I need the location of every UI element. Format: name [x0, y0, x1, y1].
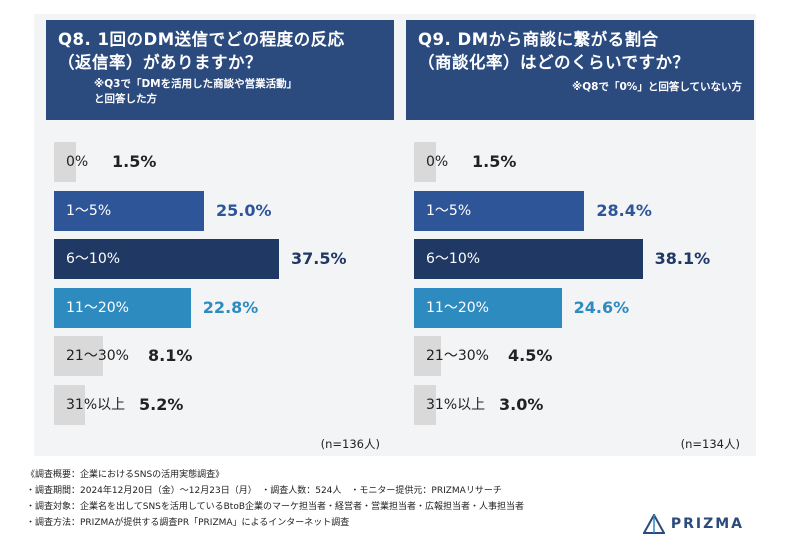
q8-bar-chart: 0% 1.5% 1〜5% 25.0% 6〜10% 37.5% 11〜20% 22.8% 21〜3… [54, 142, 384, 432]
q8-category-label: 6〜10% [66, 251, 121, 267]
q9-bar [414, 239, 643, 279]
q9-sample-size: (n=134人) [680, 437, 740, 451]
q8-category-label: 31%以上 [66, 396, 126, 413]
q8-bar-row: 6〜10% 37.5% [54, 239, 384, 279]
q9-bar-row: 6〜10% 38.1% [414, 239, 744, 279]
q9-bar [414, 142, 436, 182]
q9-bar-row: 31%以上 3.0% [414, 384, 744, 425]
q8-value-label: 25.0% [216, 200, 272, 220]
q8-title-line2: （返信率）がありますか？ [58, 53, 262, 72]
survey-target: ・調査対象：企業名を出してSNSを活用しているBtoB企業のマーケ担当者・経営者… [26, 502, 525, 512]
q9-title-line2: （商談化率）はどのくらいですか？ [418, 53, 690, 72]
q9-bar-row: 21〜30% 4.5% [414, 336, 744, 376]
prizma-logo-text: PRIZMA [670, 516, 744, 532]
q9-value-label: 24.6% [573, 297, 630, 317]
survey-period: ・調査期間：2024年12月20日（金）〜12月23日（月） ・調査人数：524… [26, 486, 502, 496]
q9-bar-row: 1〜5% 28.4% [414, 190, 744, 231]
q8-category-label: 11〜20% [66, 299, 129, 316]
q8-bar-row: 0% 1.5% [54, 142, 384, 182]
q9-category-label: 1〜5% [426, 202, 472, 219]
q8-category-label: 0% [66, 154, 89, 170]
q8-category-label: 1〜5% [66, 202, 112, 219]
q9-category-label: 11〜20% [426, 299, 489, 316]
q9-category-label: 0% [426, 154, 449, 170]
q8-bar-row: 31%以上 5.2% [54, 384, 384, 425]
prizma-logo-icon [642, 514, 665, 534]
q9-value-label: 4.5% [508, 346, 553, 365]
q9-bar [414, 384, 436, 425]
q8-note: ※Q3で「DMを活用した商談や営業活動」 と回答した方 [58, 77, 382, 107]
q9-value-label: 3.0% [499, 394, 544, 414]
q9-bar [414, 190, 585, 231]
q9-bar [414, 287, 562, 328]
q9-value-label: 38.1% [654, 249, 711, 268]
q8-bar-row: 11〜20% 22.8% [54, 287, 384, 328]
q9-panel: Q9. DMから商談に繋がる割合 （商談化率）はどのくらいですか？ ※Q8で「0… [394, 14, 756, 456]
q8-bar [54, 336, 103, 376]
q8-bar [54, 190, 204, 231]
q8-title-line1: Q8. 1回のDM送信でどの程度の反応 [58, 30, 345, 49]
q9-bar-chart: 0% 1.5% 1〜5% 28.4% 6〜10% 38.1% 11〜20% 24.6% 21〜3… [414, 142, 744, 432]
q9-value-label: 1.5% [472, 152, 517, 171]
q9-category-label: 21〜30% [426, 348, 489, 364]
q8-header: Q8. 1回のDM送信でどの程度の反応 （返信率）がありますか？ ※Q3で「DM… [46, 20, 394, 120]
q8-value-label: 8.1% [148, 346, 193, 365]
q8-value-label: 5.2% [139, 394, 184, 414]
q8-sample-size: (n=136人) [320, 437, 380, 451]
q9-title-line1: Q9. DMから商談に繋がる割合 [418, 30, 659, 49]
q8-bar-row: 21〜30% 8.1% [54, 336, 384, 376]
q8-bar [54, 239, 279, 279]
q9-note: ※Q8で「0%」と回答していない方 [418, 80, 742, 95]
q9-bar [414, 336, 441, 376]
survey-method: ・調査方法：PRIZMAが提供する調査PR「PRIZMA」によるインターネット調… [26, 518, 350, 528]
q9-bar-row: 11〜20% 24.6% [414, 287, 744, 328]
q8-note-line2: と回答した方 [94, 93, 157, 105]
q9-bar-row: 0% 1.5% [414, 142, 744, 182]
q8-panel: Q8. 1回のDM送信でどの程度の反応 （返信率）がありますか？ ※Q3で「DM… [34, 14, 396, 456]
q8-value-label: 1.5% [112, 152, 157, 171]
q8-bar [54, 384, 86, 425]
q8-value-label: 37.5% [291, 249, 347, 268]
q8-note-line1: ※Q3で「DMを活用した商談や営業活動」 [94, 78, 298, 90]
q8-category-label: 21〜30% [66, 348, 129, 364]
q9-header: Q9. DMから商談に繋がる割合 （商談化率）はどのくらいですか？ ※Q8で「0… [406, 20, 754, 120]
q8-bar [54, 142, 76, 182]
q9-note-line1: ※Q8で「0%」と回答していない方 [572, 81, 742, 93]
q9-category-label: 6〜10% [426, 251, 481, 267]
prizma-logo: PRIZMA [642, 514, 744, 534]
q8-bar [54, 287, 191, 328]
survey-summary: 《調査概要：企業におけるSNSの活用実態調査》 ・調査期間：2024年12月20… [26, 467, 626, 531]
q9-category-label: 31%以上 [426, 396, 486, 413]
q8-value-label: 22.8% [202, 297, 259, 317]
q8-bar-row: 1〜5% 25.0% [54, 190, 384, 231]
q9-value-label: 28.4% [596, 200, 652, 220]
survey-summary-title: 《調査概要：企業におけるSNSの活用実態調査》 [26, 470, 225, 480]
